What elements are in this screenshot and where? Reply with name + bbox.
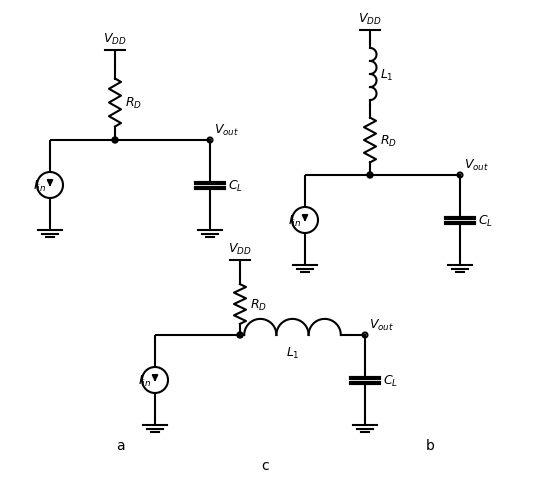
Text: $R_D$: $R_D$ xyxy=(250,297,267,312)
Text: b: b xyxy=(426,438,435,452)
Text: $V_{DD}$: $V_{DD}$ xyxy=(103,32,127,47)
Text: $L_1$: $L_1$ xyxy=(380,67,394,83)
Text: $L_1$: $L_1$ xyxy=(286,345,299,360)
Text: $C_L$: $C_L$ xyxy=(228,178,243,193)
Text: $V_{DD}$: $V_{DD}$ xyxy=(228,241,252,256)
Circle shape xyxy=(237,332,243,338)
Text: $I_{in}$: $I_{in}$ xyxy=(288,213,301,228)
Text: $V_{out}$: $V_{out}$ xyxy=(214,123,239,138)
Text: $I_{in}$: $I_{in}$ xyxy=(138,372,151,388)
Text: $V_{out}$: $V_{out}$ xyxy=(464,157,489,173)
Text: $V_{out}$: $V_{out}$ xyxy=(369,317,394,332)
Text: c: c xyxy=(261,458,269,472)
Text: $I_{in}$: $I_{in}$ xyxy=(33,178,46,193)
Text: $C_L$: $C_L$ xyxy=(383,372,398,388)
Text: $R_D$: $R_D$ xyxy=(380,133,397,148)
Text: $V_{DD}$: $V_{DD}$ xyxy=(358,12,382,27)
Text: a: a xyxy=(116,438,124,452)
Text: $R_D$: $R_D$ xyxy=(125,96,142,111)
Circle shape xyxy=(112,138,118,144)
Circle shape xyxy=(367,173,373,179)
Text: $C_L$: $C_L$ xyxy=(478,213,493,228)
